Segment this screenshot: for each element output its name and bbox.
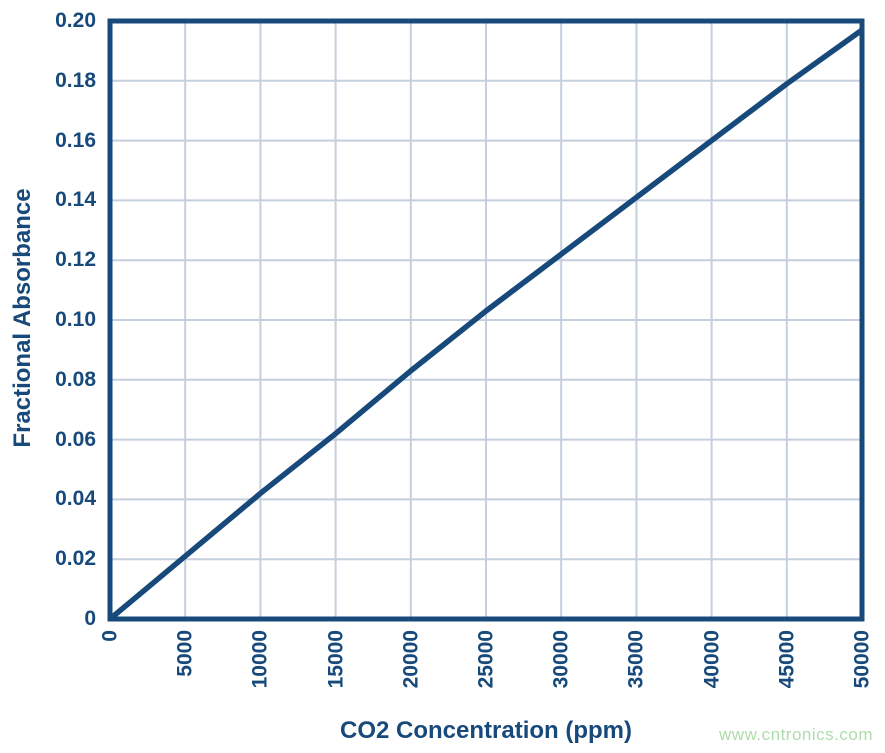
absorbance-line [108, 27, 864, 622]
y-tick-label: 0 [84, 607, 96, 631]
y-tick-label: 0.02 [55, 547, 96, 571]
y-tick-label: 0.16 [55, 128, 96, 152]
y-tick-label: 0.10 [55, 308, 96, 332]
y-tick-label: 0.12 [55, 248, 96, 272]
y-tick-label: 0.14 [55, 188, 96, 212]
y-tick-label: 0.06 [55, 427, 96, 451]
y-tick-label: 0.18 [55, 68, 96, 92]
x-axis-title: CO2 Concentration (ppm) [340, 717, 632, 744]
plot-border [107, 18, 865, 622]
y-tick-label: 0.04 [55, 487, 96, 511]
y-axis-title: Fractional Absorbance [9, 188, 36, 448]
watermark-text: www.cntronics.com [719, 725, 873, 744]
y-tick-label: 0.20 [55, 9, 96, 33]
y-tick-label: 0.08 [55, 367, 96, 391]
